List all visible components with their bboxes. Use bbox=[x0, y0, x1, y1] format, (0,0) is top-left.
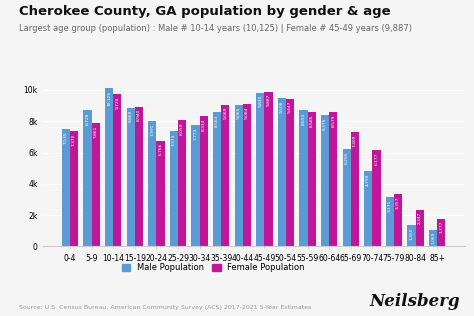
Bar bbox=[243, 104, 251, 246]
Bar bbox=[200, 116, 208, 246]
Text: 8,375: 8,375 bbox=[323, 118, 327, 130]
Bar bbox=[113, 94, 121, 246]
Bar bbox=[127, 108, 135, 246]
Text: 4,799: 4,799 bbox=[366, 174, 370, 186]
Text: 7,370: 7,370 bbox=[72, 133, 76, 146]
Bar bbox=[394, 194, 402, 246]
Bar bbox=[256, 93, 264, 246]
Text: 8,059: 8,059 bbox=[180, 123, 184, 135]
Bar bbox=[178, 120, 186, 246]
Text: 7,535: 7,535 bbox=[64, 131, 68, 143]
Bar bbox=[62, 129, 70, 246]
Bar bbox=[213, 112, 221, 246]
Text: 8,563: 8,563 bbox=[215, 115, 219, 127]
Text: 1,069: 1,069 bbox=[431, 232, 435, 245]
Text: 9,720: 9,720 bbox=[115, 97, 119, 109]
Text: 6,177: 6,177 bbox=[374, 152, 378, 165]
Bar bbox=[286, 99, 294, 246]
Bar bbox=[235, 105, 243, 246]
Text: 3,171: 3,171 bbox=[388, 199, 392, 212]
Bar bbox=[343, 149, 351, 246]
Text: 3,357: 3,357 bbox=[396, 196, 400, 209]
Text: 10,125: 10,125 bbox=[107, 90, 111, 106]
Bar bbox=[351, 132, 359, 246]
Bar bbox=[416, 210, 424, 246]
Bar bbox=[364, 171, 373, 246]
Bar bbox=[407, 225, 416, 246]
Text: 8,940: 8,940 bbox=[137, 109, 141, 121]
Text: Neilsberg: Neilsberg bbox=[369, 293, 460, 310]
Text: Largest age group (population) : Male # 10-14 years (10,125) | Female # 45-49 ye: Largest age group (population) : Male # … bbox=[19, 24, 412, 33]
Text: 7,309: 7,309 bbox=[353, 134, 357, 147]
Bar bbox=[386, 197, 394, 246]
Text: 8,869: 8,869 bbox=[129, 110, 133, 122]
Bar bbox=[329, 112, 337, 246]
Text: 9,830: 9,830 bbox=[258, 95, 262, 107]
Text: 8,693: 8,693 bbox=[301, 113, 305, 125]
Bar bbox=[308, 112, 316, 246]
Bar bbox=[91, 124, 100, 246]
Text: 6,766: 6,766 bbox=[158, 143, 163, 155]
Bar bbox=[429, 230, 437, 246]
Bar bbox=[135, 106, 143, 246]
Bar bbox=[156, 141, 164, 246]
Text: 7,991: 7,991 bbox=[150, 124, 155, 136]
Text: 7,861: 7,861 bbox=[94, 126, 98, 138]
Text: 8,728: 8,728 bbox=[85, 112, 90, 125]
Text: 9,508: 9,508 bbox=[280, 100, 284, 112]
Text: 1,777: 1,777 bbox=[439, 221, 443, 234]
Text: 1,350: 1,350 bbox=[410, 228, 413, 240]
Text: 7,373: 7,373 bbox=[172, 133, 176, 146]
Text: Source: U.S. Census Bureau, American Community Survey (ACS) 2017-2021 5-Year Est: Source: U.S. Census Bureau, American Com… bbox=[19, 305, 311, 310]
Text: 2,347: 2,347 bbox=[418, 212, 422, 224]
Bar bbox=[170, 131, 178, 246]
Text: 8,334: 8,334 bbox=[202, 118, 206, 131]
Text: Cherokee County, GA population by gender & age: Cherokee County, GA population by gender… bbox=[19, 5, 391, 18]
Text: 7,773: 7,773 bbox=[193, 127, 198, 140]
Text: 6,205: 6,205 bbox=[345, 152, 349, 164]
Bar bbox=[300, 110, 308, 246]
Bar bbox=[70, 131, 78, 246]
Bar bbox=[148, 121, 156, 246]
Bar bbox=[83, 110, 91, 246]
Text: 9,069: 9,069 bbox=[223, 107, 228, 119]
Text: 9,084: 9,084 bbox=[245, 107, 249, 119]
Bar bbox=[437, 219, 446, 246]
Text: 8,579: 8,579 bbox=[331, 115, 335, 127]
Text: 9,065: 9,065 bbox=[237, 107, 241, 119]
Text: 8,585: 8,585 bbox=[310, 114, 314, 127]
Bar bbox=[278, 98, 286, 246]
Bar bbox=[321, 115, 329, 246]
Bar bbox=[264, 92, 273, 246]
Text: 9,887: 9,887 bbox=[266, 94, 271, 106]
Bar bbox=[221, 105, 229, 246]
Bar bbox=[373, 150, 381, 246]
Bar bbox=[191, 125, 200, 246]
Text: 9,447: 9,447 bbox=[288, 101, 292, 113]
Bar bbox=[105, 88, 113, 246]
Legend: Male Population, Female Population: Male Population, Female Population bbox=[118, 260, 308, 276]
